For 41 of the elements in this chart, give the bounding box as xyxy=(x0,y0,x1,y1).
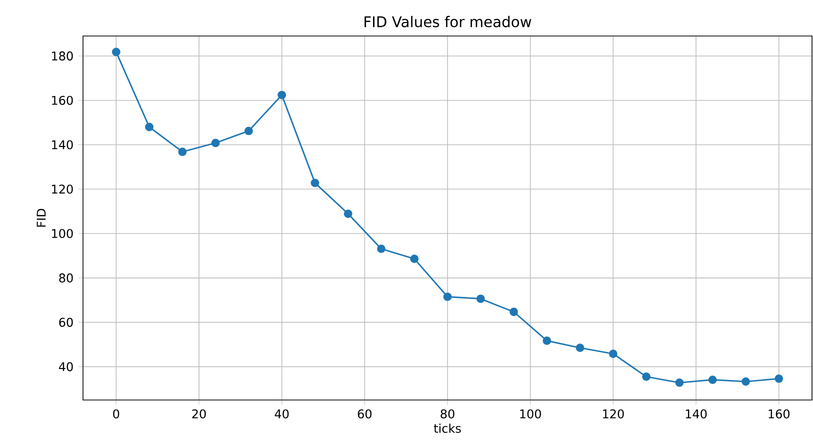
chart-title: FID Values for meadow xyxy=(364,16,532,28)
point xyxy=(542,336,552,345)
y-tick-label: 100 xyxy=(52,228,73,238)
y-tick-label: 60 xyxy=(59,318,73,327)
point xyxy=(410,254,419,264)
x-tick-label: 100 xyxy=(520,409,541,418)
x-tick-label: 20 xyxy=(192,409,206,418)
point xyxy=(708,376,717,384)
y-tick-label: 180 xyxy=(52,51,73,60)
y-tick-label: 160 xyxy=(52,96,73,105)
y-tick-label: 140 xyxy=(52,140,73,150)
point xyxy=(377,244,386,254)
point xyxy=(443,292,452,301)
point xyxy=(642,372,651,381)
point xyxy=(742,377,750,386)
x-tick-label: 160 xyxy=(768,409,790,418)
x-tick-label: 120 xyxy=(603,409,624,418)
point xyxy=(608,350,618,358)
point xyxy=(510,308,518,316)
point xyxy=(178,148,187,156)
x-tick-label: 80 xyxy=(440,409,454,418)
x-tick-label: 60 xyxy=(358,409,372,418)
y-axis-title: FID xyxy=(36,208,46,227)
y-tick-label: 80 xyxy=(59,273,73,282)
point xyxy=(675,378,684,387)
point xyxy=(310,178,320,188)
point xyxy=(211,138,220,148)
point xyxy=(774,374,784,383)
point xyxy=(244,126,253,136)
x-tick-label: 140 xyxy=(686,409,707,418)
point xyxy=(278,90,286,100)
point xyxy=(145,122,154,132)
x-axis-title: ticks xyxy=(434,424,461,433)
x-tick-label: 0 xyxy=(113,409,120,418)
x-tick-label: 40 xyxy=(274,409,289,418)
point xyxy=(476,294,485,303)
point xyxy=(576,344,584,352)
point xyxy=(344,210,352,218)
y-tick-label: 120 xyxy=(52,184,73,194)
y-tick-label: 40 xyxy=(58,362,73,372)
point xyxy=(112,48,120,56)
